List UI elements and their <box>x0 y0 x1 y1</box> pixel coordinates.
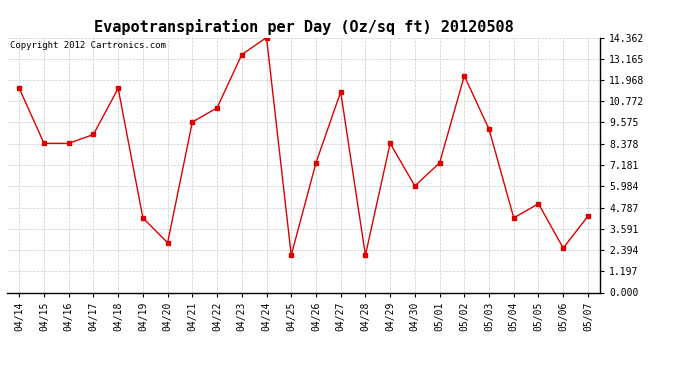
Title: Evapotranspiration per Day (Oz/sq ft) 20120508: Evapotranspiration per Day (Oz/sq ft) 20… <box>94 19 513 35</box>
Text: Copyright 2012 Cartronics.com: Copyright 2012 Cartronics.com <box>10 41 166 50</box>
